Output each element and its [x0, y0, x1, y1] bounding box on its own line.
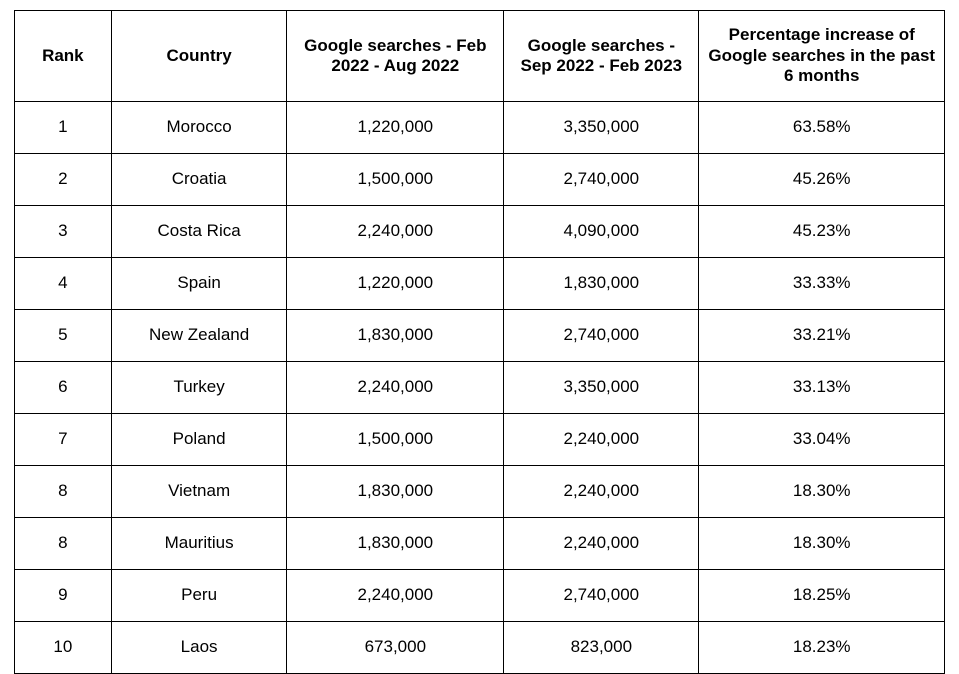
- table-row: 1 Morocco 1,220,000 3,350,000 63.58%: [15, 102, 945, 154]
- cell-period1: 1,220,000: [287, 102, 504, 154]
- cell-percent: 18.30%: [699, 518, 945, 570]
- cell-period2: 823,000: [504, 622, 699, 674]
- cell-period2: 3,350,000: [504, 362, 699, 414]
- cell-country: Spain: [111, 258, 287, 310]
- cell-period2: 2,740,000: [504, 570, 699, 622]
- cell-rank: 4: [15, 258, 112, 310]
- cell-country: Morocco: [111, 102, 287, 154]
- table-row: 8 Vietnam 1,830,000 2,240,000 18.30%: [15, 466, 945, 518]
- cell-percent: 45.26%: [699, 154, 945, 206]
- table-row: 8 Mauritius 1,830,000 2,240,000 18.30%: [15, 518, 945, 570]
- cell-rank: 2: [15, 154, 112, 206]
- table-row: 10 Laos 673,000 823,000 18.23%: [15, 622, 945, 674]
- cell-period1: 2,240,000: [287, 570, 504, 622]
- cell-rank: 3: [15, 206, 112, 258]
- search-trends-table: Rank Country Google searches - Feb 2022 …: [14, 10, 945, 674]
- cell-rank: 1: [15, 102, 112, 154]
- cell-period2: 2,740,000: [504, 310, 699, 362]
- cell-country: Vietnam: [111, 466, 287, 518]
- table-row: 9 Peru 2,240,000 2,740,000 18.25%: [15, 570, 945, 622]
- cell-period2: 1,830,000: [504, 258, 699, 310]
- cell-percent: 33.21%: [699, 310, 945, 362]
- cell-country: Croatia: [111, 154, 287, 206]
- cell-rank: 10: [15, 622, 112, 674]
- cell-period1: 2,240,000: [287, 362, 504, 414]
- cell-period1: 1,220,000: [287, 258, 504, 310]
- cell-period2: 4,090,000: [504, 206, 699, 258]
- table-row: 5 New Zealand 1,830,000 2,740,000 33.21%: [15, 310, 945, 362]
- table-row: 6 Turkey 2,240,000 3,350,000 33.13%: [15, 362, 945, 414]
- cell-percent: 18.30%: [699, 466, 945, 518]
- table-header-row: Rank Country Google searches - Feb 2022 …: [15, 11, 945, 102]
- cell-country: Costa Rica: [111, 206, 287, 258]
- table-row: 4 Spain 1,220,000 1,830,000 33.33%: [15, 258, 945, 310]
- cell-period2: 2,240,000: [504, 414, 699, 466]
- cell-period1: 2,240,000: [287, 206, 504, 258]
- cell-country: New Zealand: [111, 310, 287, 362]
- cell-period1: 1,830,000: [287, 518, 504, 570]
- cell-country: Poland: [111, 414, 287, 466]
- cell-period1: 1,830,000: [287, 466, 504, 518]
- col-header-rank: Rank: [15, 11, 112, 102]
- cell-percent: 33.13%: [699, 362, 945, 414]
- cell-percent: 33.33%: [699, 258, 945, 310]
- cell-rank: 8: [15, 518, 112, 570]
- cell-percent: 18.23%: [699, 622, 945, 674]
- cell-percent: 45.23%: [699, 206, 945, 258]
- cell-percent: 63.58%: [699, 102, 945, 154]
- cell-country: Peru: [111, 570, 287, 622]
- table-row: 7 Poland 1,500,000 2,240,000 33.04%: [15, 414, 945, 466]
- cell-period2: 2,240,000: [504, 518, 699, 570]
- cell-period1: 1,830,000: [287, 310, 504, 362]
- table-row: 2 Croatia 1,500,000 2,740,000 45.26%: [15, 154, 945, 206]
- col-header-country: Country: [111, 11, 287, 102]
- cell-rank: 9: [15, 570, 112, 622]
- cell-period2: 3,350,000: [504, 102, 699, 154]
- cell-rank: 7: [15, 414, 112, 466]
- cell-rank: 5: [15, 310, 112, 362]
- cell-rank: 6: [15, 362, 112, 414]
- cell-country: Mauritius: [111, 518, 287, 570]
- col-header-percent: Percentage increase of Google searches i…: [699, 11, 945, 102]
- cell-percent: 33.04%: [699, 414, 945, 466]
- cell-country: Turkey: [111, 362, 287, 414]
- cell-rank: 8: [15, 466, 112, 518]
- cell-period1: 1,500,000: [287, 154, 504, 206]
- cell-period1: 673,000: [287, 622, 504, 674]
- cell-period2: 2,240,000: [504, 466, 699, 518]
- col-header-period2: Google searches - Sep 2022 - Feb 2023: [504, 11, 699, 102]
- cell-period1: 1,500,000: [287, 414, 504, 466]
- cell-period2: 2,740,000: [504, 154, 699, 206]
- table-row: 3 Costa Rica 2,240,000 4,090,000 45.23%: [15, 206, 945, 258]
- cell-percent: 18.25%: [699, 570, 945, 622]
- col-header-period1: Google searches - Feb 2022 - Aug 2022: [287, 11, 504, 102]
- cell-country: Laos: [111, 622, 287, 674]
